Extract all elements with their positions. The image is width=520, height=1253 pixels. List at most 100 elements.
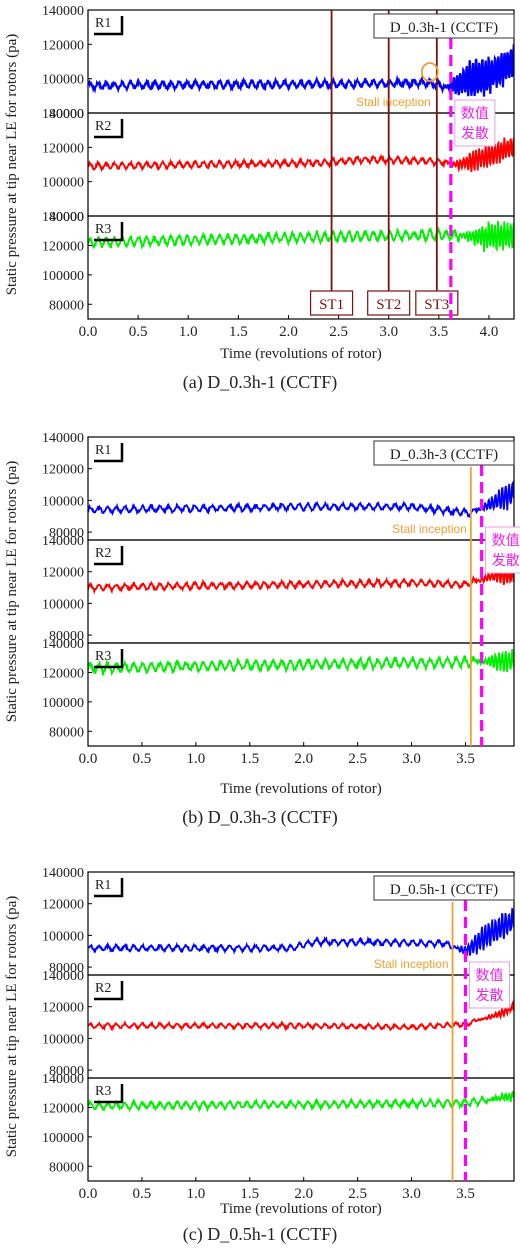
y-tick-label: 80000 <box>49 210 84 225</box>
st-label-box <box>309 290 354 316</box>
panel-frame <box>87 539 515 644</box>
y-tick-label: 120000 <box>42 141 84 156</box>
y-tick-label: 120000 <box>42 666 84 681</box>
case-label-box <box>373 875 515 901</box>
panel-name: R1 <box>95 16 111 31</box>
divergence-label: 数值发散 <box>461 106 489 142</box>
panel-name-mark <box>94 119 124 139</box>
x-tick-label: 4.0 <box>480 324 499 340</box>
y-tick-label: 80000 <box>49 1064 84 1079</box>
st-label: ST3 <box>424 297 449 313</box>
y-tick-label: 100000 <box>42 929 84 944</box>
y-axis-label: Static pressure at tip near LE for rotor… <box>4 896 20 1158</box>
panel-frame <box>87 215 515 320</box>
st-label: ST1 <box>319 297 344 313</box>
y-tick-label: 120000 <box>42 566 84 581</box>
panel-name-mark <box>94 1084 124 1104</box>
panel-name-box: R2 <box>94 119 124 139</box>
series-line-r3 <box>88 1091 514 1114</box>
stall-inception-label: Stall inception <box>374 957 449 971</box>
divergence-label-box <box>485 526 520 574</box>
divergence-label: 数值发散 <box>492 533 520 569</box>
y-tick-label: 120000 <box>42 239 84 254</box>
x-tick-label: 3.0 <box>402 751 421 767</box>
x-tick-label: 3.5 <box>456 751 475 767</box>
y-tick-label: 100000 <box>42 269 84 284</box>
chart-caption: (b) D_0.3h-3 (CCTF) <box>182 807 338 828</box>
panel-name: R2 <box>95 119 111 134</box>
series-line-r3 <box>88 220 514 253</box>
divergence-label-box <box>454 99 496 147</box>
case-label: D_0.3h-1 (CCTF) <box>390 20 498 36</box>
x-tick-label: 3.5 <box>429 324 448 340</box>
x-tick-label: 2.5 <box>329 324 348 340</box>
panel-name: R3 <box>95 649 111 664</box>
series-line-r3 <box>88 649 514 677</box>
panel-name-box: R2 <box>94 546 124 566</box>
x-tick-label: 3.5 <box>456 1186 475 1202</box>
y-tick-label: 100000 <box>42 176 84 191</box>
y-tick-label: 80000 <box>49 629 84 644</box>
y-tick-label: 80000 <box>49 1160 84 1175</box>
y-tick-label: 120000 <box>42 38 84 53</box>
x-tick-label: 2.5 <box>348 751 367 767</box>
y-tick-label: 120000 <box>42 1101 84 1116</box>
y-tick-label: 140000 <box>42 866 84 881</box>
panel-name-mark <box>94 649 124 669</box>
panel-name-mark <box>94 878 124 898</box>
x-tick-label: 2.0 <box>294 751 313 767</box>
y-tick-label: 140000 <box>42 107 84 122</box>
stall-inception-label: Stall inception <box>356 95 431 109</box>
x-tick-label: 1.5 <box>229 324 248 340</box>
panel-name-mark <box>94 443 124 463</box>
x-tick-label: 1.0 <box>186 1186 205 1202</box>
case-label: D_0.5h-1 (CCTF) <box>390 882 498 898</box>
series-line-r2 <box>88 999 514 1032</box>
chart-1: 140000 120000 100000 80000 R1 140000 120000 100… <box>4 4 515 393</box>
panel-name: R1 <box>95 443 111 458</box>
panel-name-box: R3 <box>94 649 124 669</box>
y-tick-label: 140000 <box>42 969 84 984</box>
x-tick-label: 2.0 <box>279 324 298 340</box>
st-label-box <box>367 290 411 316</box>
chart-3: 140000 120000 100000 80000 R1 140000 120000 100… <box>4 866 515 1245</box>
y-tick-label: 100000 <box>42 494 84 509</box>
divergence-label-box <box>468 961 510 1009</box>
panel-r3: 140000 120000 100000 80000 R3 <box>42 637 515 747</box>
y-tick-label: 100000 <box>42 1131 84 1146</box>
y-tick-label: 120000 <box>42 898 84 913</box>
panel-r3: 140000 120000 100000 80000 R3 <box>42 1072 515 1182</box>
panel-name-mark <box>94 222 124 242</box>
y-tick-label: 100000 <box>42 73 84 88</box>
y-tick-label: 80000 <box>49 725 84 740</box>
panel-name: R2 <box>95 981 111 996</box>
stall-inception-circle <box>420 62 439 82</box>
panel-r2: 140000 120000 100000 80000 R2 <box>42 534 515 644</box>
y-tick-label: 140000 <box>42 637 84 652</box>
panel-name-mark <box>94 981 124 1001</box>
panel-name-box: R3 <box>94 222 124 242</box>
y-axis-label: Static pressure at tip near LE for rotor… <box>4 461 20 723</box>
x-tick-label: 0.5 <box>133 1186 152 1202</box>
panel-frame <box>87 642 515 747</box>
divergence-label: 数值发散 <box>475 968 503 1004</box>
panel-name: R3 <box>95 222 111 237</box>
x-tick-label: 1.5 <box>240 1186 259 1202</box>
panel-name: R1 <box>95 878 111 893</box>
y-tick-label: 140000 <box>42 431 84 446</box>
y-tick-label: 80000 <box>49 961 84 976</box>
y-tick-label: 80000 <box>49 526 84 541</box>
panel-name: R2 <box>95 546 111 561</box>
y-axis-label: Static pressure at tip near LE for rotor… <box>4 34 20 296</box>
y-tick-label: 80000 <box>49 107 84 122</box>
series-line-r2 <box>88 566 514 595</box>
x-tick-label: 0.0 <box>79 324 98 340</box>
y-tick-label: 140000 <box>42 534 84 549</box>
panel-name-mark <box>94 16 124 36</box>
x-tick-label: 0.5 <box>129 324 148 340</box>
y-tick-label: 140000 <box>42 4 84 19</box>
panel-name-box: R3 <box>94 1084 124 1104</box>
panel-r2: 140000 120000 100000 80000 R2 <box>42 969 515 1079</box>
case-label-box <box>373 440 515 466</box>
